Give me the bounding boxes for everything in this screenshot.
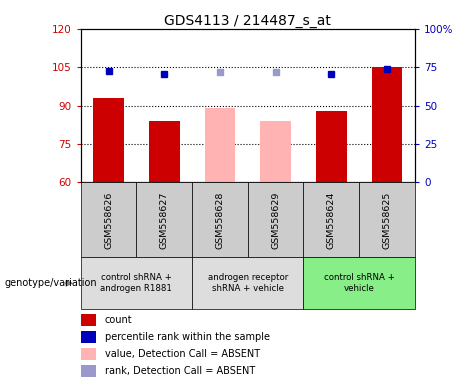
Bar (81, 314, 96, 326)
Text: GSM558626: GSM558626 (104, 191, 113, 248)
Text: GSM558624: GSM558624 (327, 191, 336, 248)
Bar (136, 182, 192, 257)
Bar (303, 257, 415, 309)
Bar (303, 182, 359, 257)
Bar (316, 111, 347, 182)
Text: percentile rank within the sample: percentile rank within the sample (105, 332, 270, 342)
Bar (359, 182, 415, 257)
Text: value, Detection Call = ABSENT: value, Detection Call = ABSENT (105, 349, 260, 359)
Text: control shRNA +
androgen R1881: control shRNA + androgen R1881 (100, 273, 172, 293)
Text: androgen receptor
shRNA + vehicle: androgen receptor shRNA + vehicle (207, 273, 288, 293)
Text: GSM558627: GSM558627 (160, 191, 169, 248)
Bar (81, 182, 136, 257)
Bar (81, 257, 192, 309)
Bar (372, 67, 402, 182)
Text: GSM558628: GSM558628 (215, 191, 225, 248)
Text: rank, Detection Call = ABSENT: rank, Detection Call = ABSENT (105, 366, 255, 376)
Bar (205, 108, 235, 182)
Bar (192, 182, 248, 257)
Text: GSM558625: GSM558625 (383, 191, 391, 248)
Bar (81, 365, 96, 377)
Bar (248, 182, 303, 257)
Bar (149, 121, 179, 182)
Text: control shRNA +
vehicle: control shRNA + vehicle (324, 273, 395, 293)
Title: GDS4113 / 214487_s_at: GDS4113 / 214487_s_at (165, 14, 331, 28)
Text: GSM558629: GSM558629 (271, 191, 280, 248)
Bar (81, 331, 96, 343)
Bar (192, 257, 303, 309)
Bar (93, 98, 124, 182)
Text: genotype/variation: genotype/variation (5, 278, 97, 288)
Bar (260, 121, 291, 182)
Bar (81, 348, 96, 360)
Text: count: count (105, 315, 132, 325)
